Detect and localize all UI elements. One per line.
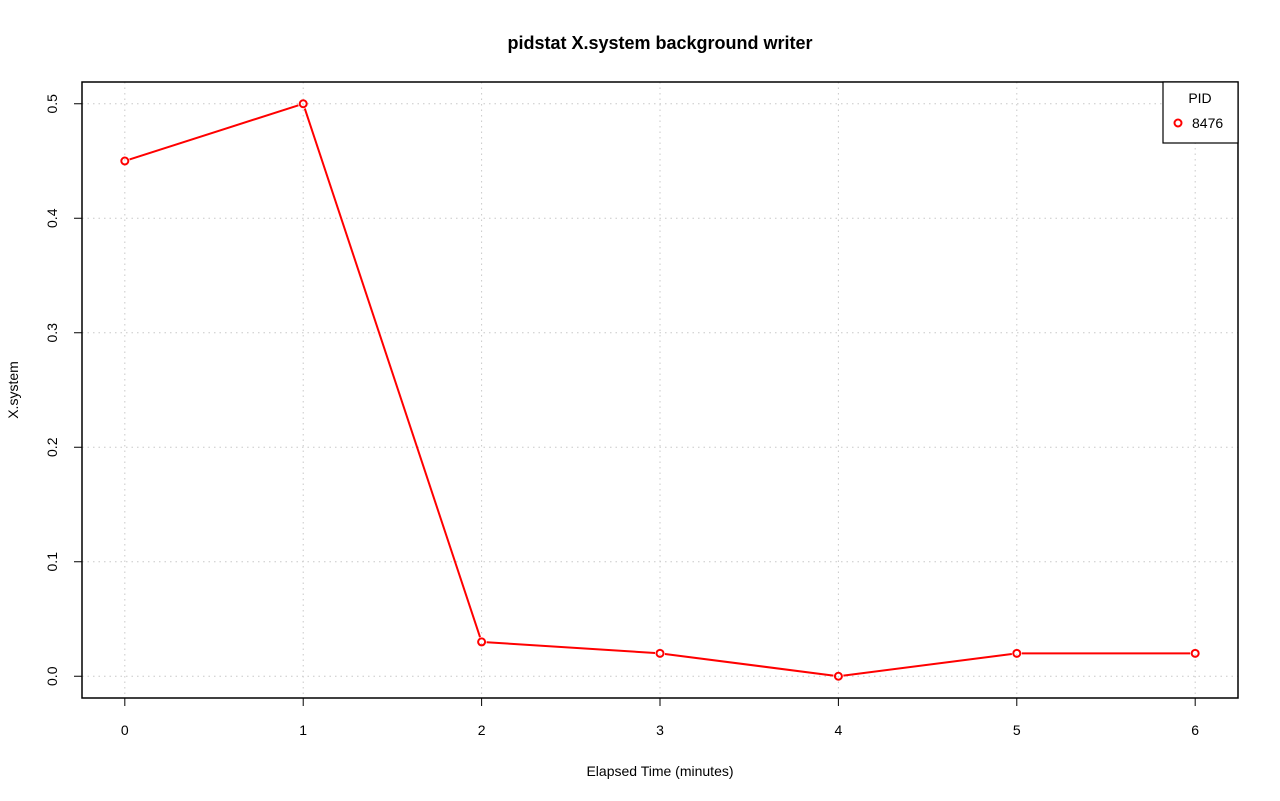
x-tick-label: 2 <box>478 722 486 738</box>
y-tick-label: 0.3 <box>44 323 60 343</box>
series-line-segment <box>129 104 299 161</box>
legend-box <box>1162 81 1239 144</box>
series-lines <box>129 104 1191 677</box>
x-tick-label: 0 <box>121 722 129 738</box>
data-point <box>120 156 130 166</box>
grid <box>82 82 1238 698</box>
series-line-segment <box>303 108 481 638</box>
legend-entry-label: 8476 <box>1192 115 1223 131</box>
x-tick-label: 4 <box>834 722 842 738</box>
y-tick-label: 0.1 <box>44 552 60 572</box>
series-line-segment <box>664 652 834 677</box>
x-tick-label: 3 <box>656 722 664 738</box>
data-point <box>655 648 665 658</box>
data-point <box>833 671 843 681</box>
series-line-segment <box>486 641 656 655</box>
y-tick-label: 0.0 <box>44 666 60 686</box>
data-point <box>477 637 487 647</box>
legend: PID 8476 <box>1162 81 1239 144</box>
y-tick-label: 0.5 <box>44 94 60 114</box>
legend-title: PID <box>1188 90 1211 106</box>
data-point <box>1012 648 1022 658</box>
y-axis-label: X.system <box>5 361 21 419</box>
x-axis: 0 1 2 3 4 5 6 <box>121 697 1199 738</box>
data-point <box>298 99 308 109</box>
x-tick-label: 1 <box>299 722 307 738</box>
y-tick-label: 0.4 <box>44 208 60 228</box>
x-axis-label: Elapsed Time (minutes) <box>586 763 733 779</box>
series-points <box>120 99 1200 681</box>
legend-marker <box>1173 118 1183 128</box>
x-tick-label: 5 <box>1013 722 1021 738</box>
y-tick-label: 0.2 <box>44 437 60 457</box>
x-tick-label: 6 <box>1191 722 1199 738</box>
series-line-segment <box>843 652 1012 677</box>
chart-title: pidstat X.system background writer <box>507 33 812 53</box>
y-axis: 0.0 0.1 0.2 0.3 0.4 0.5 <box>44 94 82 686</box>
data-point <box>1190 648 1200 658</box>
